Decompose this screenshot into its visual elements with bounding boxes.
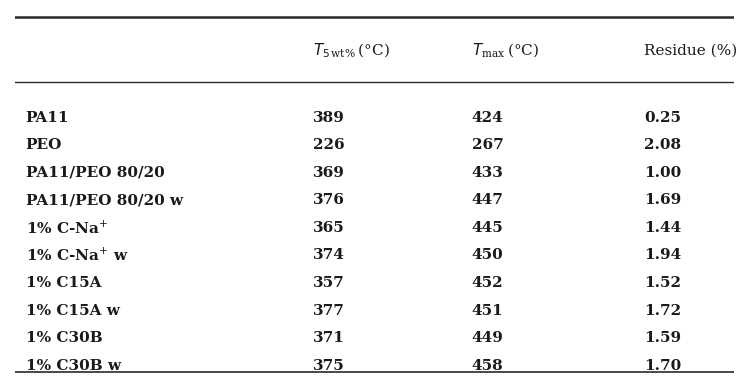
Text: $T_{5\,\mathregular{wt\%}}$ (°C): $T_{5\,\mathregular{wt\%}}$ (°C) [313, 42, 390, 60]
Text: 365: 365 [313, 221, 345, 235]
Text: PEO: PEO [25, 138, 62, 152]
Text: PA11/PEO 80/20 w: PA11/PEO 80/20 w [25, 193, 183, 207]
Text: 1.52: 1.52 [644, 276, 681, 290]
Text: 449: 449 [472, 331, 503, 345]
Text: 1.44: 1.44 [644, 221, 682, 235]
Text: 369: 369 [313, 166, 345, 180]
Text: 1% C15A w: 1% C15A w [25, 303, 120, 318]
Text: 433: 433 [472, 166, 503, 180]
Text: Residue (%): Residue (%) [644, 43, 737, 57]
Text: 452: 452 [472, 276, 503, 290]
Text: 267: 267 [472, 138, 503, 152]
Text: 2.08: 2.08 [644, 138, 682, 152]
Text: 1% C30B: 1% C30B [25, 331, 103, 345]
Text: 424: 424 [472, 111, 503, 125]
Text: PA11: PA11 [25, 111, 69, 125]
Text: PA11/PEO 80/20: PA11/PEO 80/20 [25, 166, 165, 180]
Text: 1% C30B w: 1% C30B w [25, 359, 121, 373]
Text: 1% C-Na$^{+}$ w: 1% C-Na$^{+}$ w [25, 247, 129, 264]
Text: 0.25: 0.25 [644, 111, 681, 125]
Text: 1% C15A: 1% C15A [25, 276, 101, 290]
Text: 357: 357 [313, 276, 345, 290]
Text: 1.70: 1.70 [644, 359, 682, 373]
Text: 1% C-Na$^{+}$: 1% C-Na$^{+}$ [25, 219, 109, 237]
Text: 375: 375 [313, 359, 345, 373]
Text: 376: 376 [313, 193, 345, 207]
Text: 450: 450 [472, 248, 503, 262]
Text: 447: 447 [472, 193, 503, 207]
Text: 389: 389 [313, 111, 345, 125]
Text: 1.00: 1.00 [644, 166, 682, 180]
Text: 1.59: 1.59 [644, 331, 682, 345]
Text: 1.69: 1.69 [644, 193, 682, 207]
Text: 445: 445 [472, 221, 503, 235]
Text: 458: 458 [472, 359, 503, 373]
Text: 374: 374 [313, 248, 345, 262]
Text: 1.94: 1.94 [644, 248, 682, 262]
Text: 1.72: 1.72 [644, 303, 682, 318]
Text: 377: 377 [313, 303, 345, 318]
Text: 371: 371 [313, 331, 345, 345]
Text: 226: 226 [313, 138, 345, 152]
Text: 451: 451 [472, 303, 503, 318]
Text: $T_{\mathregular{max}}$ (°C): $T_{\mathregular{max}}$ (°C) [472, 42, 539, 60]
